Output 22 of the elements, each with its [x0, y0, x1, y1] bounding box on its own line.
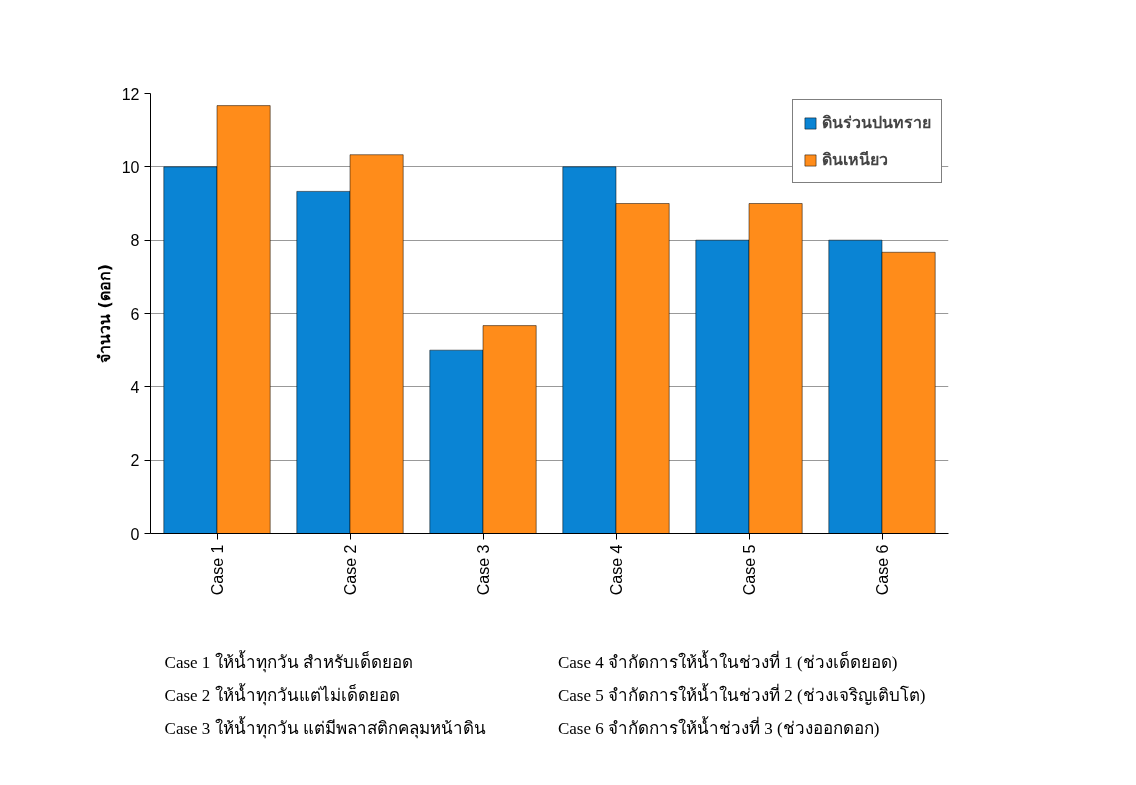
- x-tick-label: Case 3: [474, 544, 492, 596]
- y-tick-label: 4: [130, 378, 140, 396]
- y-tick-label: 8: [130, 232, 140, 250]
- text: Case 2 ให้น้ำทุกวันแต่ไม่เด็ดยอด: [164, 683, 400, 706]
- text: Case 6 จำกัดการให้น้ำช่วงที่ 3 (ช่วงออกดอก): [557, 716, 880, 738]
- text: Case 1 ให้น้ำทุกวัน สำหรับเด็ดยอด: [164, 650, 413, 673]
- text: Case 4 จำกัดการให้น้ำในช่วงที่ 1 (ช่วงเด็ดยอด): [557, 650, 898, 672]
- x-tick-label: Case 2: [341, 544, 359, 596]
- y-axis-title: จำนวน (ดอก): [94, 263, 114, 364]
- y-tick-label: 2: [130, 452, 140, 470]
- y-tick-label: 12: [121, 85, 140, 103]
- x-tick-label: Case 4: [607, 544, 625, 596]
- x-tick-label: Case 5: [740, 544, 758, 596]
- y-tick-label: 6: [130, 305, 140, 323]
- legend-label: ดินเหนียว: [822, 149, 888, 171]
- x-tick-label: Case 1: [208, 544, 226, 596]
- text: Case 3 ให้น้ำทุกวัน แต่มีพลาสติกคลุมหน้าดิน: [164, 716, 486, 739]
- legend-label: ดินร่วนปนทราย: [822, 112, 931, 134]
- x-tick-label: Case 6: [873, 544, 891, 596]
- y-tick-label: 10: [121, 158, 140, 176]
- text: Case 5 จำกัดการให้น้ำในช่วงที่ 2 (ช่วงเจริญเติบโต): [557, 683, 926, 705]
- y-tick-label: 0: [130, 525, 140, 543]
